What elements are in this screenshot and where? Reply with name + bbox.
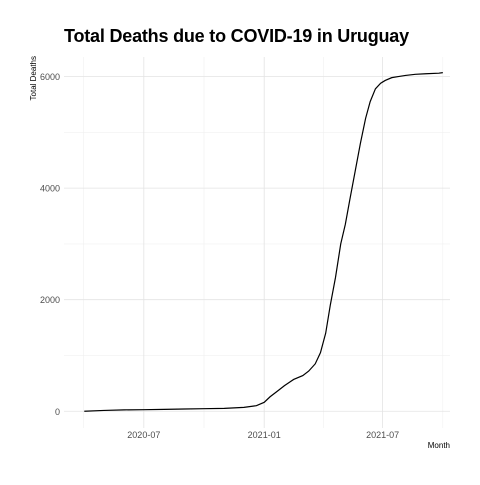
series-line [84,72,443,412]
y-tick-label: 4000 [40,184,60,194]
x-tick-label: 2020-07 [127,430,160,440]
y-tick-label: 2000 [40,295,60,305]
chart-title: Total Deaths due to COVID-19 in Uruguay [64,26,409,46]
y-tick-label: 6000 [40,72,60,82]
x-axis-label: Month [428,441,450,450]
y-axis-label: Total Deaths [29,56,38,100]
x-tick-label: 2021-07 [366,430,399,440]
x-tick-label: 2021-01 [248,430,281,440]
y-tick-label: 0 [55,407,60,417]
